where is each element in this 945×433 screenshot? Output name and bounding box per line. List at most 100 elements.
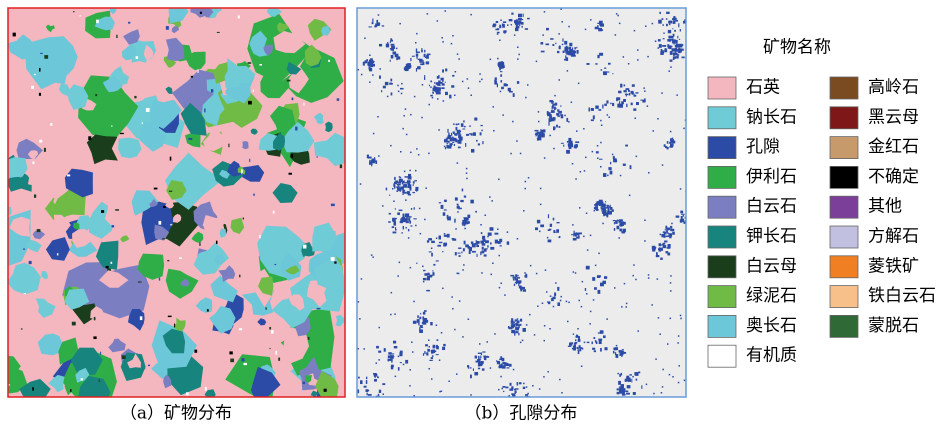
pore	[562, 38, 564, 42]
pore	[424, 75, 426, 77]
pore	[391, 356, 395, 358]
pore	[482, 141, 484, 145]
pore	[466, 217, 469, 221]
pore	[541, 129, 544, 133]
pore	[652, 130, 654, 132]
pore	[564, 40, 568, 45]
pore	[424, 49, 426, 53]
speck	[71, 321, 76, 326]
pore	[629, 165, 632, 170]
pore	[496, 33, 499, 35]
pore	[447, 128, 449, 133]
pore	[556, 222, 560, 224]
pore	[349, 384, 351, 387]
grain	[73, 222, 80, 230]
speck	[210, 89, 214, 93]
grain	[49, 214, 71, 237]
pore	[518, 281, 521, 285]
grain	[166, 180, 187, 200]
pore	[388, 358, 393, 361]
pore	[428, 152, 430, 155]
pore	[682, 215, 685, 217]
pore	[465, 143, 467, 147]
pore	[689, 219, 692, 220]
pore	[615, 220, 618, 224]
grain	[214, 254, 226, 265]
pore	[451, 238, 455, 240]
pore	[391, 226, 395, 229]
speck	[334, 261, 337, 264]
pore	[487, 245, 489, 248]
pore	[367, 61, 372, 66]
pore	[452, 141, 455, 143]
pore	[438, 76, 440, 79]
pore	[391, 361, 393, 363]
pore	[563, 144, 565, 147]
speck	[243, 362, 247, 366]
pore	[598, 109, 602, 111]
pore	[484, 357, 487, 361]
pore	[402, 193, 404, 195]
pore	[552, 105, 554, 109]
pore	[542, 133, 545, 136]
speck	[271, 330, 274, 334]
pore	[679, 188, 682, 190]
pore	[482, 235, 486, 239]
pore	[399, 362, 402, 364]
pore	[477, 143, 481, 146]
speck	[141, 122, 143, 125]
speck	[111, 225, 115, 228]
pore	[443, 234, 447, 237]
pore	[670, 228, 675, 232]
pore	[463, 125, 466, 128]
pore	[454, 94, 456, 96]
pore	[389, 41, 391, 44]
pore	[618, 237, 620, 239]
pore	[576, 334, 578, 337]
pore	[489, 227, 494, 231]
pore	[432, 270, 434, 272]
grain	[94, 16, 115, 31]
pore	[499, 62, 502, 65]
pore	[679, 29, 681, 32]
pore	[359, 318, 361, 320]
speck	[20, 328, 23, 330]
pore	[559, 378, 561, 381]
pore	[513, 389, 516, 391]
pore	[419, 329, 423, 334]
pore	[626, 103, 628, 108]
pore	[371, 160, 376, 164]
pore	[668, 233, 673, 237]
pore	[615, 354, 619, 358]
pore	[552, 104, 557, 106]
pore	[672, 39, 675, 42]
pore	[631, 378, 633, 383]
pore	[390, 92, 393, 96]
pore	[555, 107, 557, 110]
pore	[501, 357, 505, 362]
pore	[619, 228, 623, 232]
pore	[521, 286, 525, 290]
pore	[540, 129, 542, 133]
pore	[573, 232, 578, 236]
pore	[405, 199, 407, 201]
pore	[615, 13, 618, 15]
pore	[508, 19, 513, 22]
pore	[413, 95, 416, 98]
pore	[613, 222, 615, 225]
grain	[283, 326, 309, 365]
pore	[552, 217, 555, 221]
pore	[390, 38, 393, 41]
pore	[399, 22, 401, 25]
pore	[575, 232, 578, 236]
pore	[438, 129, 440, 131]
pore	[572, 345, 576, 348]
pore	[393, 217, 397, 220]
pore	[480, 124, 483, 127]
pore	[525, 386, 528, 388]
pore	[509, 398, 513, 401]
pore	[669, 146, 673, 148]
pore	[415, 68, 418, 72]
pore	[684, 19, 686, 22]
pore	[373, 373, 378, 377]
